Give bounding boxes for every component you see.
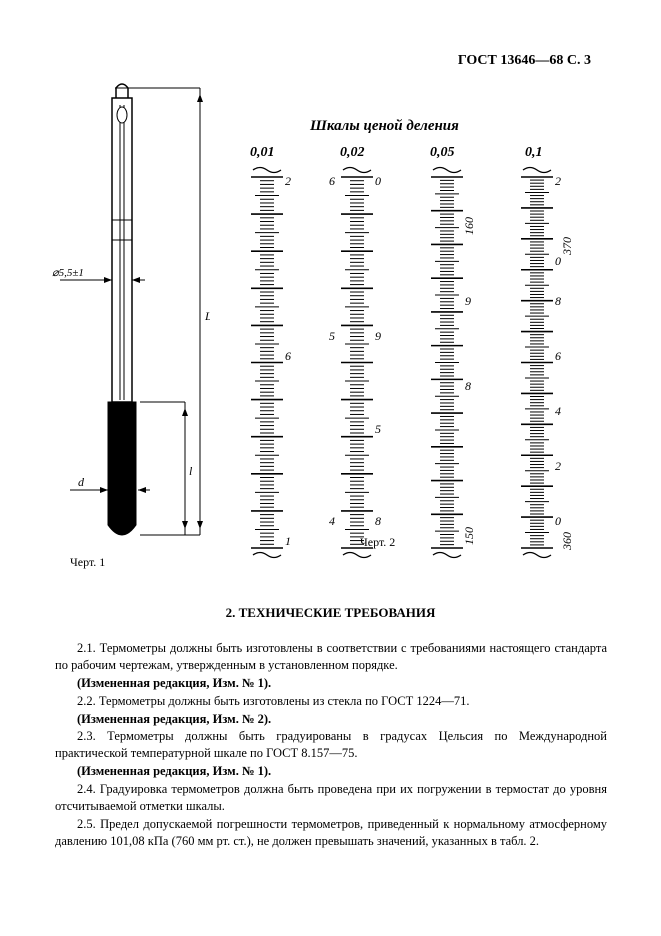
scale-label-1: 0,01	[250, 145, 275, 161]
svg-text:6: 6	[555, 349, 561, 363]
svg-text:160: 160	[462, 217, 476, 235]
paragraph: (Измененная редакция, Изм. № 1).	[55, 675, 607, 692]
scale-col-1: 2 6 1	[235, 165, 305, 560]
svg-text:8: 8	[465, 379, 471, 393]
paragraph: 2.1. Термометры должны быть изготовлены …	[55, 640, 607, 674]
svg-text:150: 150	[462, 527, 476, 545]
svg-text:8: 8	[375, 514, 381, 528]
page: ГОСТ 13646—68 С. 3 L l	[0, 0, 661, 936]
fig1-caption: Черт. 1	[70, 555, 105, 570]
scale-label-3: 0,05	[430, 145, 455, 161]
page-header: ГОСТ 13646—68 С. 3	[458, 53, 591, 69]
svg-text:2: 2	[285, 174, 291, 188]
svg-text:6: 6	[329, 174, 335, 188]
scale1-svg: 2 6 1	[235, 165, 305, 560]
paragraph: 2.2. Термометры должны быть изготовлены …	[55, 693, 607, 710]
thermometer-svg: L l ⌀5,5±1 d	[50, 80, 210, 550]
fig2-caption: Черт. 2	[360, 535, 395, 550]
paragraph: 2.5. Предел допускаемой погрешности терм…	[55, 816, 607, 850]
svg-text:0: 0	[375, 174, 381, 188]
scales-title: Шкалы ценой деления	[310, 118, 459, 135]
dim-l: l	[189, 464, 193, 478]
svg-text:9: 9	[465, 294, 471, 308]
scale-col-3: 9 8 160 150	[415, 165, 485, 560]
svg-text:4: 4	[555, 404, 561, 418]
dim-d: d	[78, 475, 85, 489]
svg-text:6: 6	[285, 349, 291, 363]
svg-text:360: 360	[560, 532, 574, 551]
paragraph: (Измененная редакция, Изм. № 2).	[55, 711, 607, 728]
fig1-thermometer: L l ⌀5,5±1 d	[50, 80, 210, 570]
svg-text:0: 0	[555, 514, 561, 528]
svg-text:8: 8	[555, 294, 561, 308]
scale-col-2: 6 0 5 9 5 4 8	[325, 165, 395, 560]
scale-label-2: 0,02	[340, 145, 365, 161]
paragraph: 2.4. Градуировка термометров должна быть…	[55, 781, 607, 815]
paragraph: (Измененная редакция, Изм. № 1).	[55, 763, 607, 780]
svg-text:5: 5	[375, 422, 381, 436]
svg-text:0: 0	[555, 254, 561, 268]
svg-text:1: 1	[285, 534, 291, 548]
scale-label-4: 0,1	[525, 145, 543, 161]
svg-text:2: 2	[555, 459, 561, 473]
svg-text:370: 370	[560, 237, 574, 256]
svg-text:2: 2	[555, 174, 561, 188]
section-title: 2. ТЕХНИЧЕСКИЕ ТРЕБОВАНИЯ	[0, 605, 661, 621]
scale3-svg: 9 8 160 150	[415, 165, 490, 560]
scale4-svg: 2 0 8 6 4 2 0 370 360	[505, 165, 585, 560]
dim-diameter: ⌀5,5±1	[52, 267, 84, 279]
figures-area: L l ⌀5,5±1 d	[50, 80, 610, 570]
svg-text:5: 5	[329, 329, 335, 343]
paragraph: 2.3. Термометры должны быть градуированы…	[55, 728, 607, 762]
scale2-svg: 6 0 5 9 5 4 8	[325, 165, 395, 560]
dim-L: L	[204, 309, 210, 323]
svg-text:9: 9	[375, 329, 381, 343]
svg-text:4: 4	[329, 514, 335, 528]
body-text: 2.1. Термометры должны быть изготовлены …	[55, 640, 607, 851]
scale-col-4: 2 0 8 6 4 2 0 370 360	[505, 165, 575, 560]
